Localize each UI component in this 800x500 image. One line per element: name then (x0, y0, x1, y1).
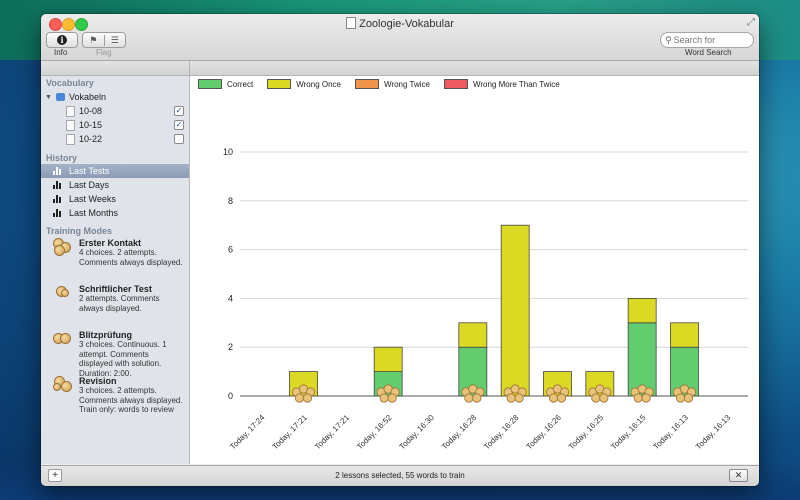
lesson-item[interactable]: 10-22 (41, 132, 189, 146)
result-marker (379, 393, 389, 403)
flag-segmented-control[interactable]: ⚑ ☰ (82, 32, 126, 48)
result-marker (548, 393, 559, 403)
x-tick-label: Today, 17:21 (313, 413, 352, 452)
lesson-item[interactable]: 10-15 ✓ (41, 118, 189, 132)
x-tick-label: Today, 16:25 (567, 413, 606, 452)
add-button[interactable]: + (48, 469, 62, 482)
result-marker (506, 393, 516, 403)
y-tick-label: 8 (228, 196, 233, 206)
minimize-window-button[interactable] (62, 18, 75, 31)
bar-segment (500, 224, 530, 397)
document-icon (66, 119, 75, 131)
app-window: Zoologie-Vokabular ⤢ i ⚑ ☰ Info Flag ⚲ W… (41, 14, 759, 486)
y-tick-label: 4 (228, 293, 233, 303)
bar-segment (627, 297, 657, 324)
search-input[interactable] (671, 35, 744, 45)
history-item-last-months[interactable]: Last Months (41, 206, 189, 220)
training-modes-heading: Training Modes (46, 226, 113, 236)
bar-chart-icon (53, 167, 62, 175)
flower-icon (53, 284, 70, 300)
close-window-button[interactable] (49, 18, 62, 31)
lesson-checkbox[interactable]: ✓ (174, 106, 184, 116)
chart-panel: Correct Wrong Once Wrong Twice Wrong Mor… (190, 76, 759, 464)
result-marker (683, 393, 694, 403)
folder-icon (56, 93, 65, 101)
result-marker (302, 393, 313, 403)
document-icon (346, 17, 357, 29)
window-title: Zoologie-Vokabular (41, 17, 759, 30)
zoom-window-button[interactable] (75, 18, 88, 31)
x-tick-label: Today, 16:28 (440, 413, 479, 452)
lesson-checkbox[interactable]: ✓ (174, 120, 184, 130)
result-marker (556, 393, 567, 403)
x-tick-label: Today, 17:24 (228, 413, 267, 452)
info-icon: i (57, 35, 67, 45)
fullscreen-icon[interactable]: ⤢ (747, 17, 755, 28)
history-item-last-days[interactable]: Last Days (41, 178, 189, 192)
lesson-checkbox[interactable] (174, 134, 184, 144)
title-bar: Zoologie-Vokabular ⤢ i ⚑ ☰ Info Flag ⚲ W… (41, 14, 759, 61)
search-label: Word Search (685, 48, 732, 57)
y-tick-label: 10 (223, 147, 233, 157)
status-text: 2 lessons selected, 55 words to train (335, 471, 465, 480)
y-tick-label: 2 (228, 342, 233, 352)
bottom-bar: + 2 lessons selected, 55 words to train … (41, 465, 759, 486)
y-tick-label: 0 (228, 391, 233, 401)
result-marker (387, 393, 397, 403)
x-tick-label: Today, 16:28 (482, 413, 521, 452)
info-label: Info (54, 48, 68, 57)
history-heading: History (46, 153, 78, 163)
lesson-item[interactable]: 10-08 ✓ (41, 104, 189, 118)
flag-label: Flag (96, 48, 112, 57)
x-tick-label: Today, 16:30 (398, 413, 437, 452)
sidebar-item-vokabeln[interactable]: ▼ Vokabeln (45, 92, 107, 102)
result-marker (591, 393, 601, 403)
legend-item-wrong-once: Wrong Once (267, 79, 341, 89)
legend-item-correct: Correct (198, 79, 253, 89)
bar-segment (627, 322, 657, 397)
x-tick-label: Today, 16:26 (525, 413, 564, 452)
document-icon (66, 133, 75, 145)
bar-chart-icon (53, 181, 62, 189)
history-item-last-tests[interactable]: Last Tests (41, 164, 189, 178)
x-tick-label: Today, 16:13 (652, 413, 691, 452)
disclosure-triangle-icon[interactable]: ▼ (45, 93, 52, 101)
document-icon (66, 105, 75, 117)
close-icon[interactable]: ✕ (729, 469, 748, 482)
x-tick-label: Today, 17:21 (271, 413, 310, 452)
result-marker (472, 393, 482, 403)
bar-segment (458, 322, 488, 348)
flower-icon (53, 376, 72, 392)
bar-chart-icon (53, 209, 62, 217)
y-tick-label: 6 (228, 245, 233, 255)
result-marker (294, 393, 305, 403)
search-field[interactable]: ⚲ (660, 32, 754, 48)
bar-chart-icon (53, 195, 62, 203)
result-marker (464, 393, 474, 403)
history-item-last-weeks[interactable]: Last Weeks (41, 192, 189, 206)
search-icon: ⚲ (665, 34, 672, 45)
list-icon[interactable]: ☰ (103, 34, 126, 46)
vocabulary-heading: Vocabulary (46, 78, 94, 88)
result-marker (514, 393, 524, 403)
result-marker (599, 393, 609, 403)
x-tick-label: Today, 16:13 (694, 413, 733, 452)
x-tick-label: Today, 16:15 (609, 413, 648, 452)
sub-toolbar (41, 61, 759, 76)
chart-legend: Correct Wrong Once Wrong Twice Wrong Mor… (198, 79, 560, 89)
legend-item-wrong-more: Wrong More Than Twice (443, 79, 560, 89)
legend-item-wrong-twice: Wrong Twice (355, 79, 430, 89)
bar-segment (670, 322, 699, 348)
sidebar: Vocabulary ▼ Vokabeln 10-08 ✓ 10-15 ✓ 10… (41, 76, 190, 464)
result-marker (633, 393, 643, 403)
result-marker (641, 393, 651, 403)
result-marker (675, 393, 686, 403)
x-tick-label: Today, 16:52 (355, 413, 394, 452)
flower-icon (53, 330, 71, 346)
flag-icon[interactable]: ⚑ (89, 34, 98, 45)
info-button[interactable]: i (46, 32, 78, 48)
flower-icon (53, 238, 71, 256)
bar-segment (373, 346, 403, 373)
